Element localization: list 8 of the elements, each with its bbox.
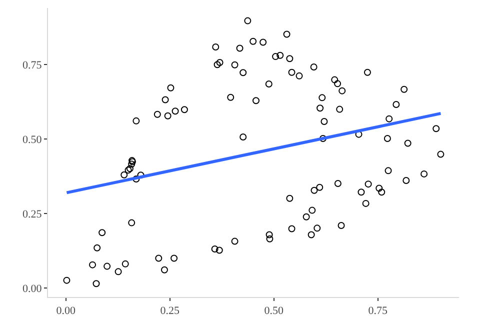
y-tick-label: 0.25 <box>22 208 42 220</box>
x-tick-label: 0.50 <box>264 305 284 318</box>
x-tick-label: 0.00 <box>56 305 76 318</box>
y-tick-label: 0.75 <box>22 59 42 72</box>
x-tick-label: 0.75 <box>368 305 388 318</box>
y-tick-label: 0.50 <box>22 134 42 146</box>
y-tick-label: 0.00 <box>22 282 42 295</box>
x-tick-label: 0.25 <box>160 305 180 318</box>
